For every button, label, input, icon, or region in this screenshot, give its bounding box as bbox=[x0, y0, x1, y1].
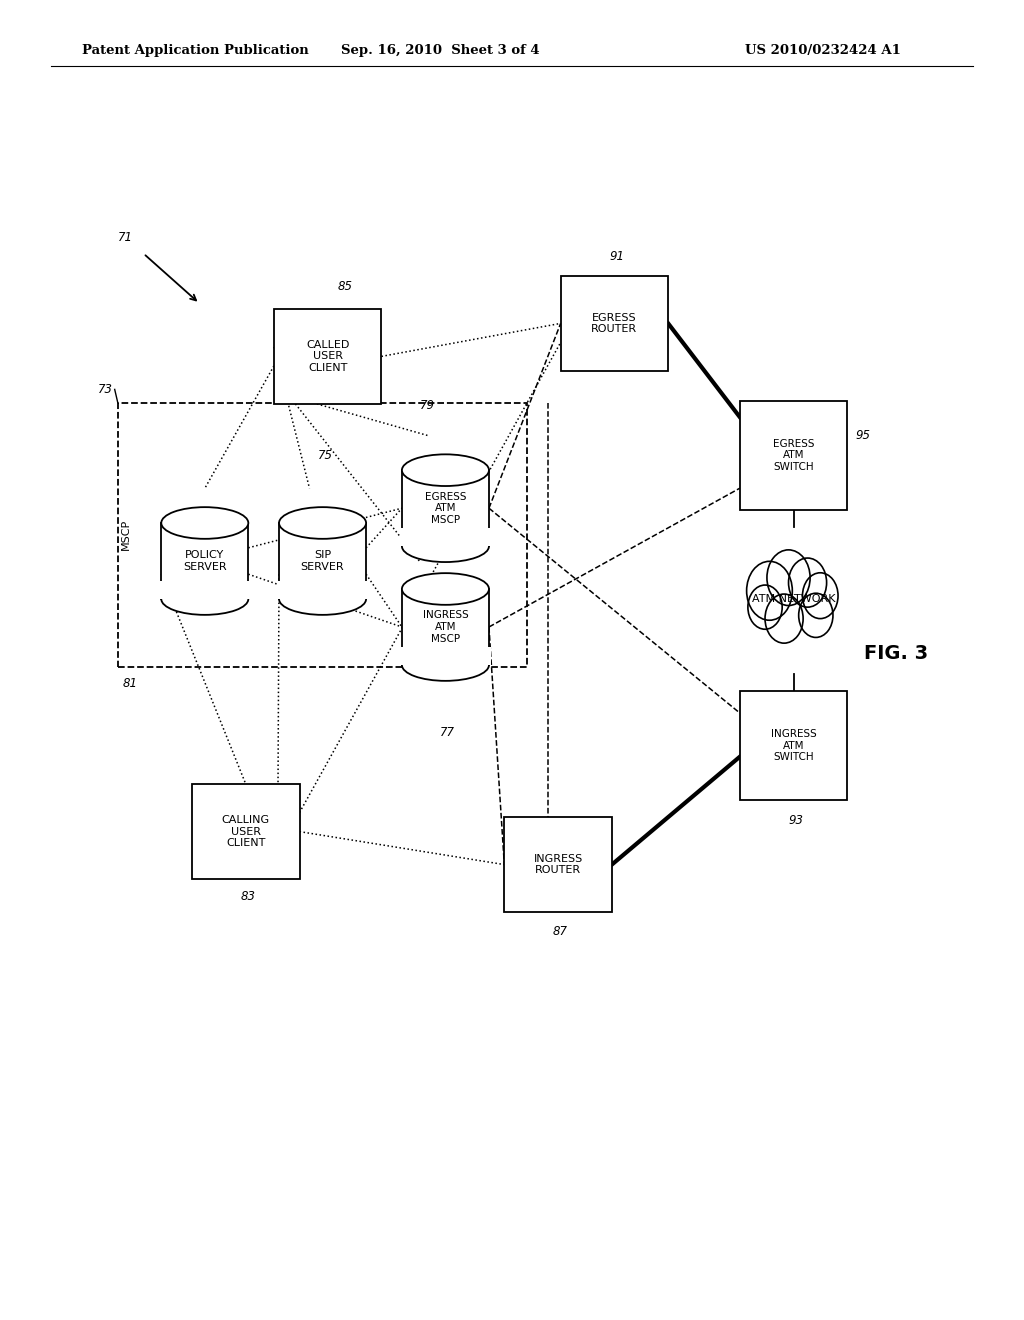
Text: CALLING
USER
CLIENT: CALLING USER CLIENT bbox=[222, 814, 269, 849]
Text: MSCP: MSCP bbox=[121, 519, 131, 550]
Polygon shape bbox=[401, 589, 489, 665]
Polygon shape bbox=[276, 581, 369, 599]
Text: ATM NETWORK: ATM NETWORK bbox=[752, 594, 836, 605]
Circle shape bbox=[746, 561, 793, 620]
Text: CALLED
USER
CLIENT: CALLED USER CLIENT bbox=[306, 339, 349, 374]
Text: 91: 91 bbox=[609, 249, 625, 263]
Text: 81: 81 bbox=[123, 677, 138, 690]
Polygon shape bbox=[279, 523, 367, 599]
Text: 95: 95 bbox=[856, 429, 870, 442]
Text: FIG. 3: FIG. 3 bbox=[864, 644, 928, 663]
Circle shape bbox=[799, 593, 833, 638]
Text: Sep. 16, 2010  Sheet 3 of 4: Sep. 16, 2010 Sheet 3 of 4 bbox=[341, 44, 540, 57]
Circle shape bbox=[767, 550, 810, 606]
Text: INGRESS
ATM
MSCP: INGRESS ATM MSCP bbox=[423, 610, 468, 644]
Ellipse shape bbox=[162, 583, 249, 615]
Ellipse shape bbox=[401, 531, 489, 562]
Text: 87: 87 bbox=[553, 925, 568, 939]
Ellipse shape bbox=[279, 507, 367, 539]
FancyBboxPatch shape bbox=[505, 817, 612, 912]
Text: EGRESS
ATM
MSCP: EGRESS ATM MSCP bbox=[425, 491, 466, 525]
Text: 85: 85 bbox=[338, 280, 353, 293]
Circle shape bbox=[803, 573, 838, 619]
FancyBboxPatch shape bbox=[739, 401, 848, 510]
Polygon shape bbox=[160, 581, 251, 599]
Text: EGRESS
ATM
SWITCH: EGRESS ATM SWITCH bbox=[773, 438, 814, 473]
Polygon shape bbox=[399, 528, 492, 546]
Text: POLICY
SERVER: POLICY SERVER bbox=[183, 550, 226, 572]
FancyBboxPatch shape bbox=[193, 784, 299, 879]
Text: INGRESS
ATM
SWITCH: INGRESS ATM SWITCH bbox=[771, 729, 816, 763]
Polygon shape bbox=[399, 647, 492, 665]
Text: 73: 73 bbox=[97, 383, 113, 396]
Ellipse shape bbox=[279, 583, 367, 615]
Text: 79: 79 bbox=[420, 399, 435, 412]
Text: 71: 71 bbox=[118, 231, 133, 244]
Ellipse shape bbox=[401, 573, 489, 605]
FancyBboxPatch shape bbox=[561, 276, 668, 371]
Text: 89: 89 bbox=[783, 466, 799, 479]
Text: 93: 93 bbox=[788, 813, 804, 826]
Ellipse shape bbox=[401, 649, 489, 681]
Text: SIP
SERVER: SIP SERVER bbox=[301, 550, 344, 572]
Ellipse shape bbox=[162, 507, 249, 539]
Text: 83: 83 bbox=[241, 890, 256, 903]
FancyBboxPatch shape bbox=[739, 692, 848, 800]
Text: US 2010/0232424 A1: US 2010/0232424 A1 bbox=[745, 44, 901, 57]
Polygon shape bbox=[162, 523, 249, 599]
Text: EGRESS
ROUTER: EGRESS ROUTER bbox=[591, 313, 638, 334]
Circle shape bbox=[788, 558, 826, 607]
Polygon shape bbox=[401, 470, 489, 546]
FancyBboxPatch shape bbox=[274, 309, 381, 404]
Text: 77: 77 bbox=[440, 726, 456, 739]
Circle shape bbox=[748, 585, 782, 630]
Text: Patent Application Publication: Patent Application Publication bbox=[82, 44, 308, 57]
Ellipse shape bbox=[401, 454, 489, 486]
Text: 75: 75 bbox=[317, 449, 333, 462]
Text: INGRESS
ROUTER: INGRESS ROUTER bbox=[534, 854, 583, 875]
Circle shape bbox=[765, 594, 803, 643]
